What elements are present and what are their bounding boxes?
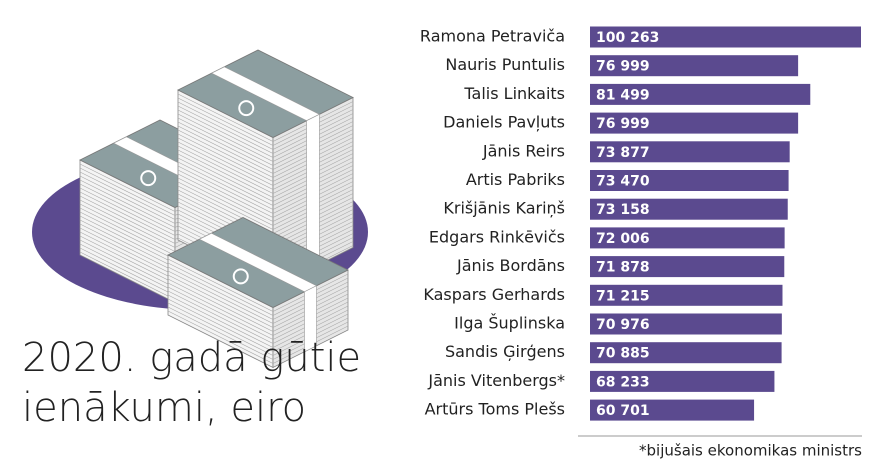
bar	[590, 399, 755, 421]
category-label: Daniels Pavļuts	[443, 113, 565, 132]
stack-line	[177, 125, 354, 174]
category-label: Ramona Petraviča	[420, 27, 565, 46]
bar	[590, 227, 785, 249]
bar	[590, 313, 782, 335]
bar	[590, 342, 782, 364]
category-label: Jānis Bordāns	[456, 256, 565, 275]
stack-band-side	[306, 113, 320, 272]
stack-line	[167, 302, 349, 356]
category-label: Sandis Ģirģens	[445, 342, 565, 361]
stack-band-side	[304, 285, 317, 353]
bar	[590, 83, 811, 105]
value-label: 70 885	[596, 346, 650, 362]
value-label: 72 006	[596, 231, 650, 247]
value-label: 100 263	[596, 30, 659, 46]
bar	[590, 170, 789, 191]
stack-line	[167, 278, 349, 332]
value-label: 73 158	[596, 202, 650, 218]
category-label: Ilga Šuplinska	[454, 314, 565, 333]
value-label: 70 976	[596, 317, 650, 333]
bar	[590, 26, 861, 48]
category-label: Kaspars Gerhards	[423, 285, 565, 304]
stack-line	[167, 258, 349, 312]
value-label: 60 701	[596, 403, 650, 419]
value-label: 73 470	[596, 174, 650, 190]
stack-line	[177, 117, 354, 166]
stack-line	[167, 262, 349, 316]
euro-icon	[238, 100, 255, 117]
bar	[590, 284, 783, 306]
euro-icon	[140, 170, 157, 187]
stack-line	[177, 93, 354, 142]
footnote: *bijušais ekonomikas ministrs	[639, 442, 862, 460]
stack-line	[177, 121, 354, 170]
category-label: Talis Linkaits	[463, 84, 565, 103]
stack-line	[177, 173, 354, 222]
bar	[590, 370, 775, 392]
stack-line	[177, 157, 354, 206]
value-label: 81 499	[596, 87, 650, 103]
value-label: 76 999	[596, 59, 650, 75]
chart-title: ienākumi, eiro	[22, 385, 306, 431]
stack-line	[167, 306, 349, 360]
stack-line	[167, 270, 349, 324]
illustration	[32, 49, 368, 369]
value-label: 76 999	[596, 116, 650, 132]
category-label: Edgars Rinkēvičs	[429, 227, 565, 246]
stack-line	[167, 298, 349, 352]
stack-line	[177, 169, 354, 218]
bar	[590, 256, 785, 278]
stack-line	[177, 181, 354, 230]
value-label: 71 215	[596, 288, 650, 304]
bar	[590, 198, 788, 220]
category-label: Artūrs Toms Plešs	[425, 400, 565, 419]
bar	[590, 112, 799, 134]
stack-line	[167, 266, 349, 320]
stack-line	[177, 145, 354, 194]
category-label: Nauris Puntulis	[445, 55, 565, 74]
stack-line	[177, 133, 354, 182]
euro-icon	[232, 268, 249, 285]
stack-line	[167, 274, 349, 328]
value-label: 71 878	[596, 260, 650, 276]
value-label: 68 233	[596, 374, 650, 390]
stack-line	[177, 97, 354, 146]
stack-line	[177, 129, 354, 178]
stack-line	[177, 165, 354, 214]
bar	[590, 55, 799, 77]
stack-line	[177, 137, 354, 186]
stack-line	[177, 113, 354, 162]
category-label: Krišjānis Kariņš	[443, 199, 565, 218]
stack-line	[167, 294, 349, 348]
category-label: Artis Pabriks	[466, 170, 565, 189]
chart-title: 2020. gadā gūtie	[22, 335, 361, 381]
stack-line	[167, 310, 349, 364]
stack-line	[177, 177, 354, 226]
stack-line	[177, 153, 354, 202]
stack-line	[177, 149, 354, 198]
stack-line	[177, 109, 354, 158]
stack-line	[177, 161, 354, 210]
stack-line	[177, 105, 354, 154]
stack-line	[167, 290, 349, 344]
stack-line	[177, 141, 354, 190]
stack-line	[167, 286, 349, 340]
category-label: Jānis Reirs	[482, 141, 565, 160]
stack-line	[177, 101, 354, 150]
category-label: Jānis Vitenbergs*	[427, 371, 565, 390]
value-label: 73 877	[596, 145, 650, 161]
bar	[590, 141, 790, 163]
stack-line	[167, 282, 349, 336]
